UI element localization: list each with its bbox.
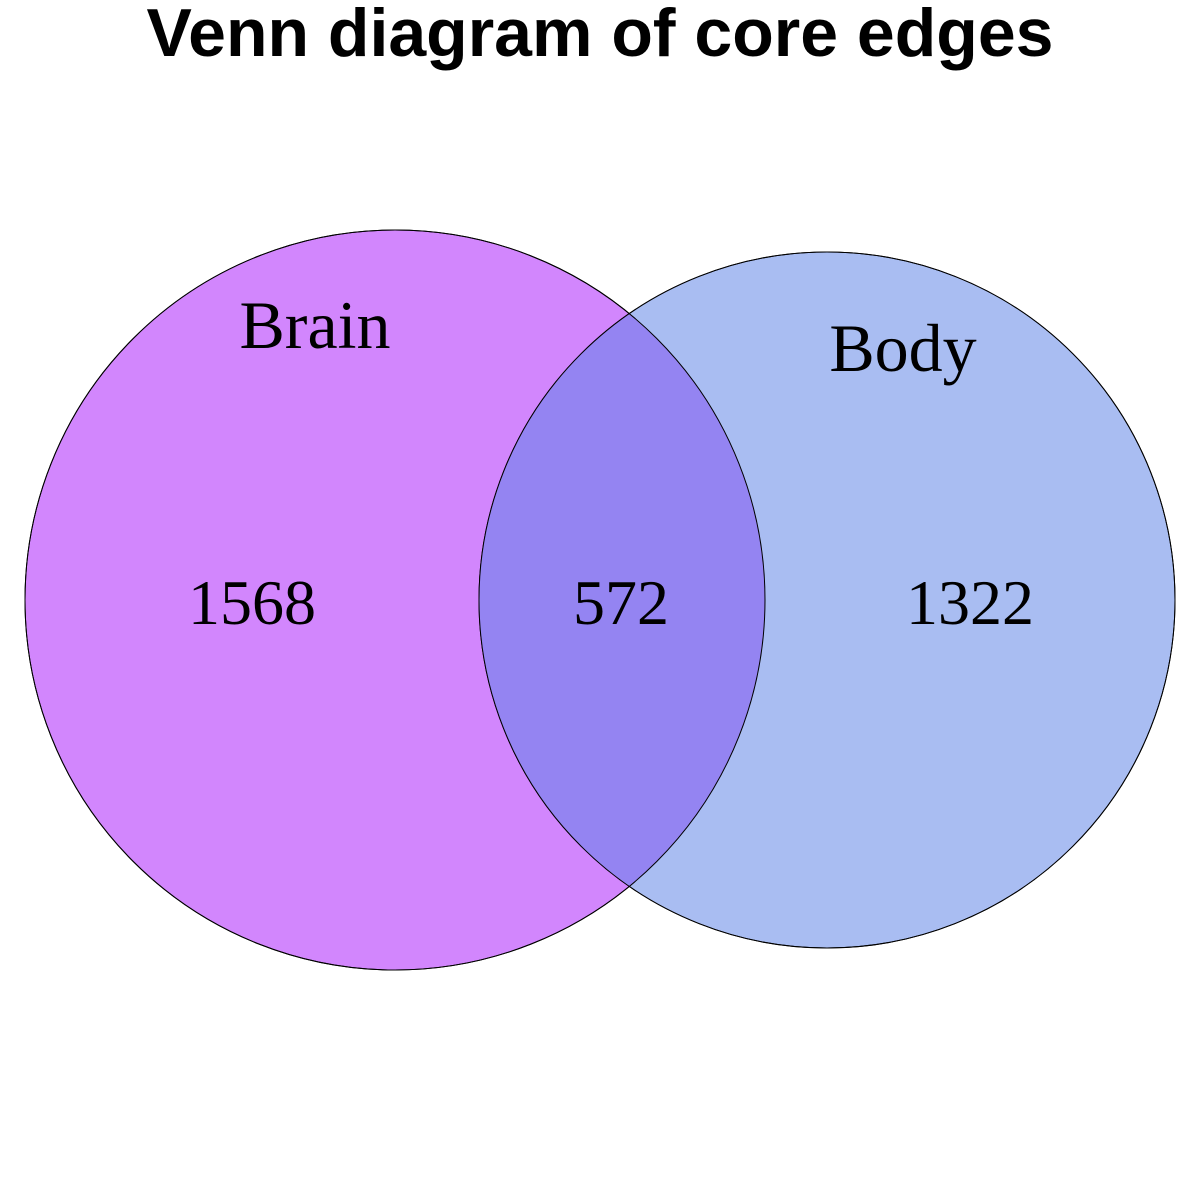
intersection-count: 572 <box>573 567 669 638</box>
body-label: Body <box>829 310 976 386</box>
brain-only-count: 1568 <box>188 567 316 638</box>
body-circle-outline <box>478 251 1176 949</box>
diagram-title: Venn diagram of core edges <box>147 0 1054 71</box>
overlap-region <box>479 252 765 948</box>
body-only-count: 1322 <box>906 567 1034 638</box>
brain-circle-outline <box>24 229 766 971</box>
brain-label: Brain <box>239 287 390 363</box>
